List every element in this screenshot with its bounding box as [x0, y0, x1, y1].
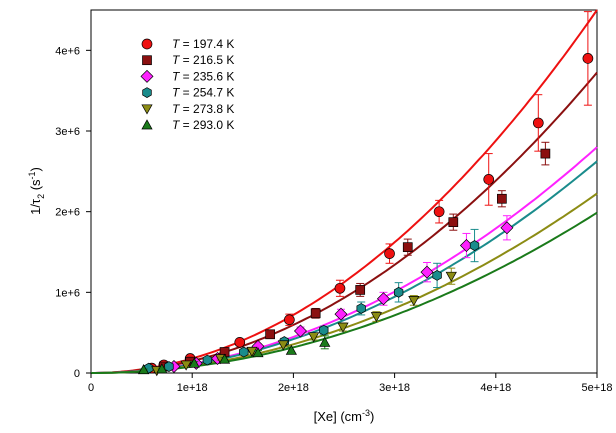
- data-point: [277, 340, 289, 351]
- y-tick-label: 2e+6: [55, 207, 80, 219]
- data-point: [469, 240, 480, 251]
- x-tick-label: 0: [88, 382, 94, 394]
- series-points: [138, 335, 331, 375]
- plot-frame: [90, 9, 598, 374]
- x-axis-ticks: 0 1e+18 2e+18 3e+18 4e+18 5e+18: [88, 373, 613, 394]
- data-point: [319, 324, 329, 336]
- legend-label: T = 235.6 K: [172, 69, 234, 83]
- data-point: [310, 308, 321, 319]
- data-point: [540, 148, 551, 159]
- data-point: [337, 322, 349, 333]
- data-point: [308, 332, 320, 343]
- data-point: [432, 269, 442, 281]
- data-point: [246, 346, 258, 357]
- y-axis-title: 1/τ2 (s-1): [27, 167, 46, 215]
- data-point: [265, 329, 275, 340]
- legend-marker: [142, 87, 152, 99]
- legend-label: T = 197.4 K: [172, 37, 234, 51]
- data-point: [284, 314, 295, 326]
- data-point: [334, 307, 348, 321]
- y-tick-label: 1e+6: [55, 287, 80, 299]
- legend-marker: [140, 69, 154, 83]
- data-point: [334, 282, 346, 294]
- legend-label: T = 254.7 K: [172, 86, 234, 100]
- data-points: [138, 11, 594, 377]
- data-point: [582, 53, 594, 64]
- x-tick-label: 5e+18: [582, 382, 613, 394]
- data-point: [500, 221, 514, 235]
- series-points: [144, 228, 480, 374]
- legend-label: T = 216.5 K: [172, 53, 234, 67]
- data-point: [285, 344, 297, 355]
- x-tick-label: 4e+18: [480, 382, 511, 394]
- legend-marker: [141, 104, 153, 115]
- x-axis-title: [Xe] (cm-3): [314, 408, 375, 424]
- data-point: [384, 248, 395, 259]
- data-point: [202, 354, 213, 366]
- data-point: [370, 312, 382, 323]
- legend-marker: [141, 119, 153, 130]
- data-point: [355, 285, 366, 295]
- data-point: [445, 271, 457, 282]
- data-point: [188, 357, 200, 368]
- data-point: [433, 206, 445, 218]
- legend-marker: [141, 38, 153, 50]
- data-point: [497, 193, 507, 204]
- data-point: [319, 336, 331, 347]
- y-tick-label: 0: [74, 368, 80, 380]
- y-tick-label: 4e+6: [55, 45, 80, 57]
- data-point: [239, 346, 249, 358]
- data-point: [448, 217, 459, 228]
- data-point: [156, 363, 168, 374]
- fit-curve: [91, 146, 598, 374]
- y-tick-label: 3e+6: [55, 126, 80, 138]
- data-point: [393, 286, 404, 298]
- data-point: [218, 353, 231, 364]
- legend: T = 197.4 K T = 216.5 K T = 235.6 K T = 254…: [140, 37, 234, 132]
- data-point: [532, 117, 544, 129]
- data-point: [376, 292, 390, 306]
- data-point: [408, 296, 420, 307]
- legend-marker: [142, 55, 152, 66]
- x-tick-label: 3e+18: [379, 382, 410, 394]
- data-point: [402, 242, 413, 253]
- data-point: [234, 336, 246, 348]
- data-point: [293, 324, 307, 338]
- fit-curve: [91, 211, 598, 374]
- data-point: [483, 174, 495, 185]
- x-tick-label: 1e+18: [177, 382, 208, 394]
- y-axis-ticks: 0 1e+6 2e+6 3e+6 4e+6: [55, 45, 91, 380]
- series-points: [151, 267, 457, 377]
- data-point: [138, 364, 150, 375]
- data-point: [180, 360, 192, 371]
- data-point: [356, 303, 366, 314]
- data-point: [164, 361, 174, 372]
- fit-curve: [91, 160, 598, 374]
- legend-label: T = 273.8 K: [172, 102, 234, 116]
- x-tick-label: 2e+18: [278, 382, 309, 394]
- data-point: [252, 347, 264, 358]
- data-point: [420, 265, 434, 279]
- legend-label: T = 293.0 K: [172, 118, 234, 132]
